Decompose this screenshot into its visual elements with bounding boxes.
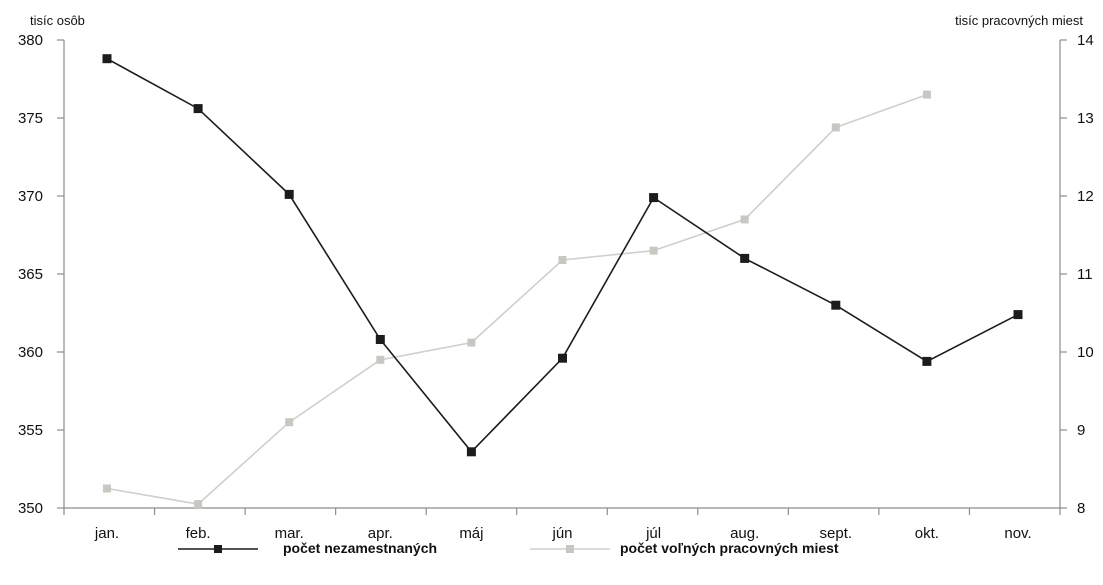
data-point [922,90,931,99]
series-line [106,93,928,505]
x-axis-tick-label: aug. [730,525,759,542]
data-point [740,215,749,224]
x-axis-tick-label: feb. [186,525,211,542]
left-axis-tick-label: 350 [18,500,43,517]
series-unemployed [102,54,1023,457]
right-axis-tick-label: 11 [1077,266,1093,283]
data-point [649,193,659,203]
x-axis-tick-label: nov. [1004,525,1031,542]
right-axis-tick-label: 14 [1077,32,1094,49]
data-point [922,356,932,366]
legend-swatch-marker [214,545,222,553]
legend-item-unemployed: počet nezamestnaných [178,540,437,556]
legend-item-vacancies: počet voľných pracovných miest [530,540,839,556]
legend-label: počet voľných pracovných miest [620,540,839,556]
data-point [284,189,294,199]
right-axis-tick-label: 8 [1077,500,1085,517]
data-point [740,253,750,263]
left-axis-title: tisíc osôb [30,13,85,28]
x-axis-ticks: jan. feb. mar. apr. máj jún júl aug. sept. okt. no… [63,508,1061,542]
series-vacancies [103,90,931,509]
left-axis-tick-label: 370 [18,188,43,205]
data-point [103,484,111,493]
series-layer [102,54,1023,509]
data-point [831,123,840,132]
data-point [558,256,567,264]
x-axis-tick-label: máj [459,525,483,542]
data-point [102,54,112,64]
left-axis-tick-label: 365 [18,266,43,283]
series-line [106,57,1019,454]
right-axis-title: tisíc pracovných miest [955,13,1083,28]
data-point [376,355,385,364]
data-point [1013,310,1023,320]
x-axis-tick-label: jan. [94,525,119,542]
data-point [194,500,203,509]
legend-label: počet nezamestnaných [283,540,437,556]
left-axis-tick-label: 355 [18,422,43,439]
x-axis-tick-label: júl [645,525,661,542]
data-point [558,353,567,363]
axes [63,40,1061,509]
x-axis-tick-label: jún [551,525,572,542]
right-axis-tick-label: 12 [1077,188,1094,205]
left-axis-tick-label: 380 [18,32,43,49]
x-axis-tick-label: mar. [275,525,304,542]
right-axis-ticks: 8 9 10 11 12 13 14 [1060,32,1094,517]
data-point [831,300,841,310]
left-axis-tick-label: 375 [18,110,43,127]
x-axis-tick-label: okt. [915,525,939,542]
x-axis-tick-label: apr. [368,525,393,542]
right-axis-tick-label: 13 [1077,110,1094,127]
data-point [467,338,476,347]
legend-swatch-marker [566,545,574,553]
data-point [649,246,658,255]
legend: počet nezamestnaných počet voľných praco… [178,540,839,556]
x-axis-tick-label: sept. [820,525,853,542]
left-axis-tick-label: 360 [18,344,43,361]
data-point [466,447,476,457]
right-axis-tick-label: 10 [1077,344,1094,361]
data-point [193,104,203,114]
left-axis-ticks: 350 355 360 365 370 375 380 [18,32,64,517]
data-point [285,418,294,427]
data-point [375,335,385,344]
right-axis-tick-label: 9 [1077,422,1085,439]
